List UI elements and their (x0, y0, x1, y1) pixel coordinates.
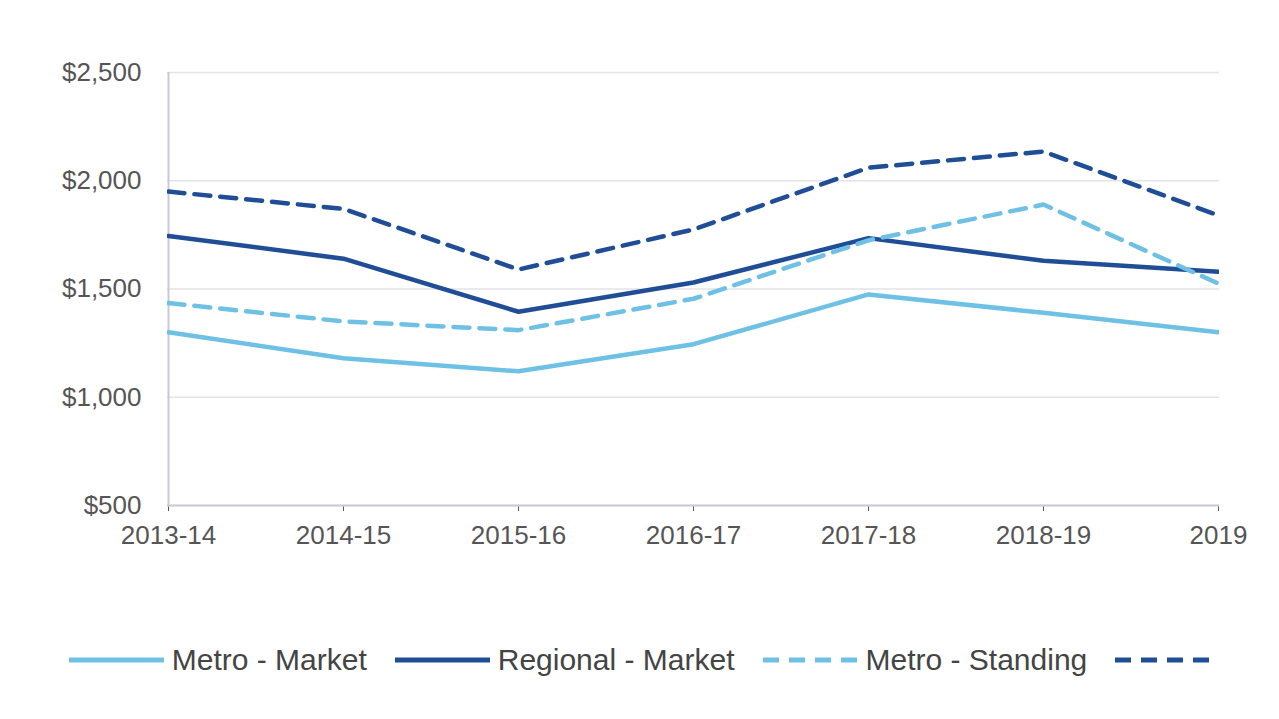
svg-text:2013-14: 2013-14 (121, 520, 216, 550)
svg-text:$2,500: $2,500 (62, 57, 142, 87)
svg-text:$1,000: $1,000 (62, 382, 142, 412)
html-text:Regional - Market: Regional - Market (497, 643, 735, 676)
html-text:Metro - Standing: Metro - Standing (865, 643, 1088, 676)
svg-text:2019: 2019 (1190, 520, 1248, 550)
svg-text:2015-16: 2015-16 (471, 520, 566, 550)
html-text:Metro - Market: Metro - Market (171, 643, 367, 676)
svg-text:2016-17: 2016-17 (646, 520, 741, 550)
svg-text:$1,500: $1,500 (62, 273, 142, 303)
svg-text:$500: $500 (84, 490, 142, 520)
svg-text:2017-18: 2017-18 (821, 520, 916, 550)
svg-text:2014-15: 2014-15 (296, 520, 391, 550)
svg-text:$2,000: $2,000 (62, 165, 142, 195)
svg-text:2018-19: 2018-19 (996, 520, 1091, 550)
